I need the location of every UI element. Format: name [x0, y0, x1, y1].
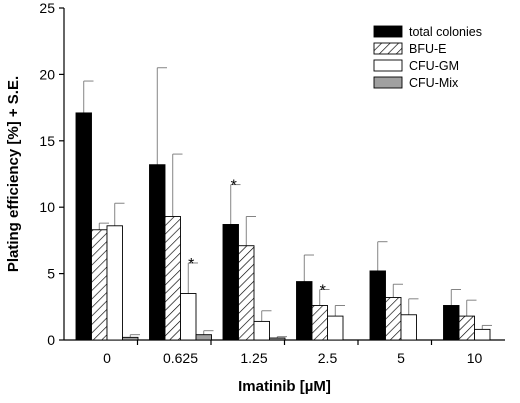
- bar-bfu-e: [458, 315, 475, 341]
- significance-marker: *: [231, 178, 237, 195]
- bar-cfu-gm: [253, 320, 270, 341]
- x-tick-label: 1.25: [240, 350, 267, 366]
- x-tick-label: 0.625: [163, 350, 198, 366]
- bar-cfu-mix: [195, 334, 212, 341]
- legend-label: CFU-GM: [409, 59, 459, 73]
- y-tick-label: 25: [39, 0, 55, 16]
- legend-label: BFU-E: [409, 42, 447, 56]
- legend-swatch: [373, 42, 403, 55]
- bar-bfu-e: [311, 305, 328, 341]
- bar-total-colonies: [222, 224, 239, 341]
- y-tick-label: 10: [39, 199, 55, 215]
- y-tick-label: 20: [39, 66, 55, 82]
- bar-total-colonies: [75, 112, 92, 341]
- bar-cfu-mix: [269, 337, 286, 341]
- legend: total colonies BFU-E CFU-GM CFU-Mix: [373, 25, 482, 90]
- significance-marker: *: [188, 256, 194, 273]
- x-tick-label: 10: [467, 350, 483, 366]
- y-tick-label: 0: [47, 332, 55, 348]
- significance-markers: * * *: [188, 178, 326, 300]
- bar-bfu-e: [238, 245, 255, 341]
- x-tick-label: 5: [397, 350, 405, 366]
- x-axis-title: Imatinib [µM]: [238, 378, 331, 395]
- x-tick-label: 2.5: [318, 350, 338, 366]
- bar-bfu-e: [385, 297, 402, 341]
- bars: [75, 112, 491, 341]
- legend-swatch: [373, 59, 403, 72]
- bar-total-colonies: [443, 305, 460, 341]
- y-axis-title: Plating efficiency [%] + S.E.: [5, 76, 22, 272]
- legend-label: total colonies: [409, 25, 482, 39]
- error-bars: [83, 67, 492, 339]
- bar-total-colonies: [369, 270, 386, 341]
- bar-bfu-e: [91, 229, 108, 341]
- legend-label: CFU-Mix: [409, 76, 459, 90]
- x-tick-label: 0: [103, 350, 111, 366]
- bar-bfu-e: [164, 216, 181, 341]
- legend-swatch: [373, 76, 403, 89]
- bar-cfu-mix: [122, 336, 139, 341]
- y-tick-label: 5: [47, 266, 55, 282]
- y-tick-label: 15: [39, 133, 55, 149]
- significance-marker: *: [320, 283, 326, 300]
- legend-swatch: [373, 25, 403, 38]
- bar-total-colonies: [149, 164, 166, 341]
- bar-cfu-gm: [400, 314, 417, 341]
- bar-cfu-gm: [474, 328, 491, 341]
- bar-cfu-gm: [327, 315, 344, 341]
- bar-total-colonies: [296, 281, 313, 341]
- bar-cfu-gm: [180, 293, 197, 341]
- bar-cfu-gm: [106, 225, 123, 341]
